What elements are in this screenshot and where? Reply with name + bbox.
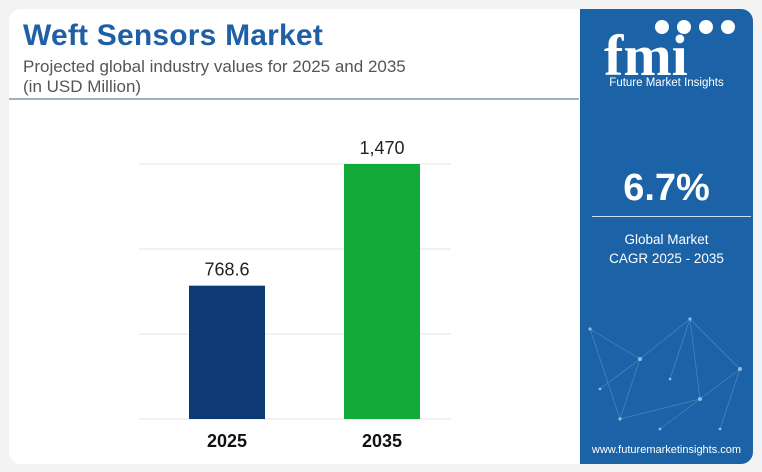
cagr-label: Global Market CAGR 2025 - 2035 [580, 230, 753, 268]
logo-icon-badge [677, 20, 691, 34]
data-label-2035: 1,470 [359, 138, 404, 158]
bar-2025 [189, 285, 265, 419]
fmi-logo: fmi [604, 20, 735, 88]
cagr-label-line-2: CAGR 2025 - 2035 [609, 251, 724, 266]
bar-chart: 768.6 2025 1,470 2035 [139, 138, 451, 451]
website-url: www.futuremarketinsights.com [591, 444, 742, 456]
x-tick-label-2025: 2025 [207, 431, 247, 451]
page-subtitle: Projected global industry values for 202… [23, 57, 563, 97]
sidebar-divider [592, 216, 751, 217]
header-divider [9, 98, 579, 100]
logo-text: fmi [604, 23, 688, 88]
bar-2035 [344, 164, 420, 419]
cagr-value: 6.7% [623, 167, 710, 209]
sidebar-panel: fmi Future Market Insights 6.7% Global M… [580, 9, 753, 464]
page-title: Weft Sensors Market [23, 19, 324, 52]
cagr-label-line-1: Global Market [624, 232, 709, 247]
data-label-2025: 768.6 [204, 260, 249, 280]
x-tick-label-2035: 2035 [362, 431, 402, 451]
subtitle-line-2: (in USD Million) [23, 77, 142, 96]
logo-icon-badge [655, 20, 669, 34]
logo-icon-badge [721, 20, 735, 34]
logo-icon-badge [699, 20, 713, 34]
network-graphic [588, 317, 742, 431]
brand-name: Future Market Insights [609, 77, 724, 89]
subtitle-line-1: Projected global industry values for 202… [23, 57, 406, 76]
